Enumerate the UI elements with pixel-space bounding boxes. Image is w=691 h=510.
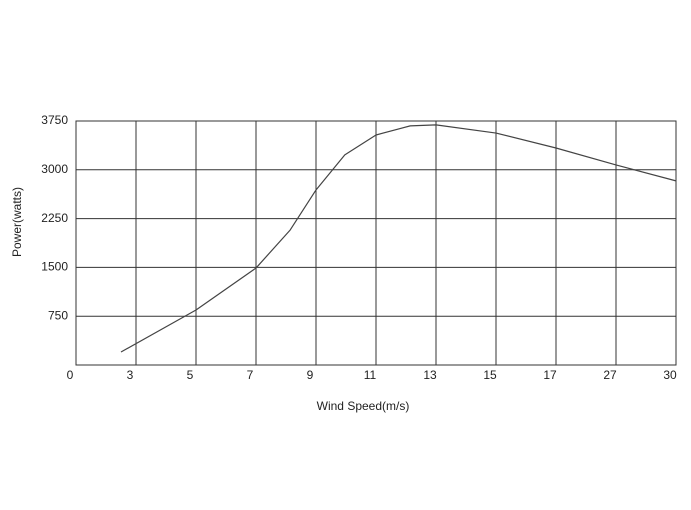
- x-tick-label: 15: [483, 368, 497, 382]
- y-tick-label: 3750: [41, 113, 68, 127]
- x-tick-label: 17: [543, 368, 557, 382]
- y-tick-label: 3000: [41, 162, 68, 176]
- x-tick-label: 7: [247, 368, 254, 382]
- x-tick-label: 3: [127, 368, 134, 382]
- x-tick-label: 11: [364, 368, 377, 382]
- y-tick-label: 1500: [41, 260, 68, 274]
- y-axis-label: Power(watts): [10, 187, 24, 257]
- x-tick-label: 27: [603, 368, 617, 382]
- x-tick-label: 30: [663, 368, 677, 382]
- x-tick-label: 5: [187, 368, 194, 382]
- x-tick-label: 9: [307, 368, 314, 382]
- x-tick-label: 0: [67, 368, 74, 382]
- x-axis-label: Wind Speed(m/s): [317, 399, 410, 413]
- y-tick-label: 2250: [41, 211, 68, 225]
- x-tick-label: 13: [423, 368, 437, 382]
- y-tick-label: 750: [48, 308, 68, 322]
- power-curve: [120, 124, 677, 353]
